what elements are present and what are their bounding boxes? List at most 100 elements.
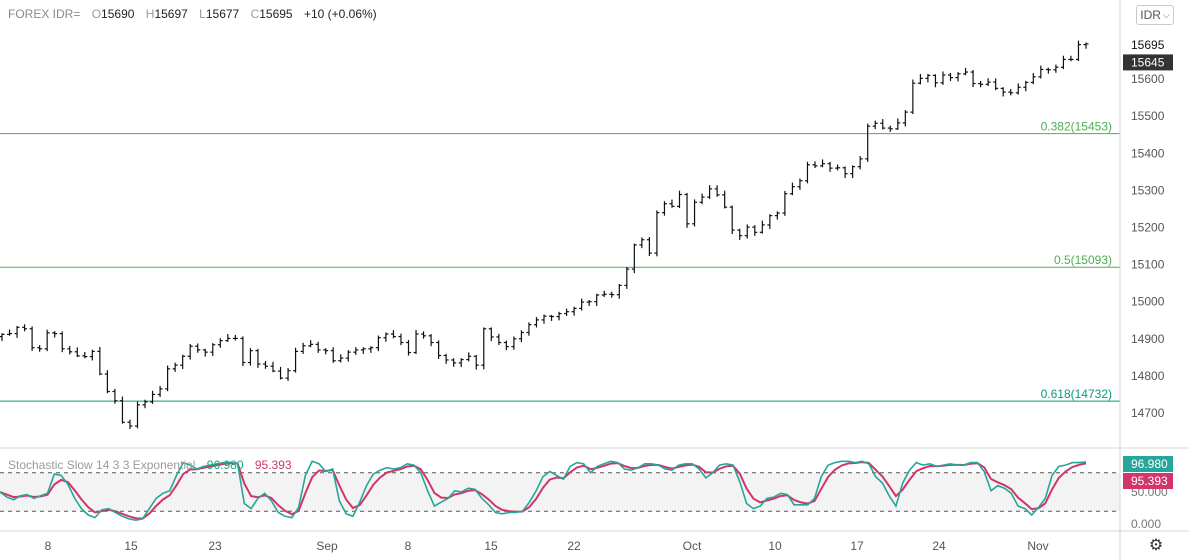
ohlc-bar bbox=[1075, 40, 1081, 61]
ohlc-bar bbox=[293, 347, 299, 373]
ohlc-bar bbox=[835, 164, 841, 171]
ohlc-bar bbox=[744, 224, 750, 239]
ohlc-bar bbox=[526, 322, 532, 336]
ohlc-bar bbox=[827, 161, 833, 172]
ohlc-bar bbox=[564, 308, 570, 317]
ohlc-bar bbox=[677, 190, 682, 209]
ohlc-bar bbox=[300, 342, 306, 354]
ohlc-bar bbox=[549, 314, 555, 321]
ohlc-bar bbox=[22, 324, 28, 332]
ohlc-bar bbox=[699, 193, 705, 205]
ohlc-bar bbox=[865, 123, 871, 162]
ohlc-bar bbox=[473, 355, 479, 370]
ohlc-bar bbox=[804, 161, 810, 184]
ohlc-bar bbox=[255, 348, 261, 368]
ohlc-bar bbox=[390, 330, 396, 339]
ohlc-bar bbox=[586, 299, 592, 306]
ohlc-bar bbox=[541, 314, 547, 324]
high-key: H bbox=[145, 7, 155, 21]
ohlc-bar bbox=[1053, 64, 1059, 73]
ohlc-bar bbox=[752, 225, 758, 236]
ohlc-bar bbox=[1015, 83, 1021, 95]
time-tick-label: Nov bbox=[1027, 539, 1048, 553]
ohlc-bar bbox=[714, 185, 720, 197]
close-value: 15695 bbox=[259, 7, 293, 21]
ohlc-bar bbox=[338, 354, 344, 363]
ohlc-bar bbox=[887, 125, 893, 132]
ohlc-bar bbox=[993, 78, 999, 91]
ohlc-bar bbox=[812, 161, 818, 168]
ohlc-bar bbox=[135, 401, 140, 429]
ohlc-bar bbox=[82, 352, 88, 359]
symbol-label: FOREX IDR= bbox=[8, 7, 81, 21]
ohlc-bar bbox=[285, 368, 291, 382]
time-tick-label: 23 bbox=[208, 539, 222, 553]
ohlc-bar bbox=[503, 340, 509, 351]
ohlc-bar bbox=[37, 345, 43, 352]
ohlc-bar bbox=[902, 110, 908, 127]
price-pane[interactable]: 0.382(15453) 0.5(15093) 0.618(14732) bbox=[0, 40, 1120, 429]
ohlc-bar bbox=[112, 388, 118, 404]
ohlc-bar bbox=[955, 72, 961, 82]
ohlc-bar bbox=[511, 336, 517, 350]
time-tick-label: 8 bbox=[405, 539, 412, 553]
ohlc-bar bbox=[917, 73, 923, 85]
ohlc-bar bbox=[1023, 80, 1029, 92]
ohlc-bar bbox=[872, 120, 878, 130]
ohlc-bar bbox=[180, 354, 186, 370]
gear-icon[interactable]: ⚙ bbox=[1148, 537, 1164, 554]
time-tick-label: 17 bbox=[850, 539, 864, 553]
ohlc-bar bbox=[413, 329, 419, 355]
ohlc-bar bbox=[67, 345, 73, 355]
ohlc-bar bbox=[1030, 73, 1036, 85]
ohlc-bar bbox=[601, 290, 607, 298]
ohlc-bar bbox=[1060, 55, 1066, 70]
price-tick-label: 15000 bbox=[1131, 295, 1165, 309]
ohlc-bar bbox=[684, 192, 690, 228]
open-value: 15690 bbox=[101, 7, 135, 21]
price-tick-label: 15400 bbox=[1131, 146, 1165, 160]
ohlc-bar bbox=[323, 348, 329, 355]
stochastic-d-box bbox=[1123, 473, 1173, 489]
ohlc-bar bbox=[7, 329, 13, 336]
ohlc-bar bbox=[278, 366, 284, 380]
ohlc-bar bbox=[150, 390, 156, 404]
price-marker-label: 15645 bbox=[1131, 55, 1165, 69]
ohlc-bar bbox=[842, 166, 848, 178]
time-tick-label: 10 bbox=[768, 539, 782, 553]
ohlc-bar bbox=[127, 419, 133, 429]
time-tick-label: 22 bbox=[567, 539, 581, 553]
ohlc-bar bbox=[1008, 89, 1014, 96]
price-marker-box bbox=[1123, 54, 1173, 71]
price-tick-label: 15100 bbox=[1131, 258, 1165, 272]
time-tick-label: 8 bbox=[45, 539, 52, 553]
ohlc-bar bbox=[360, 347, 366, 354]
ohlc-bar bbox=[722, 190, 728, 209]
price-tick-label: 14800 bbox=[1131, 369, 1165, 383]
stochastic-pane[interactable] bbox=[0, 460, 1120, 522]
ohlc-bar bbox=[910, 79, 916, 115]
price-tick-label: 15500 bbox=[1131, 109, 1165, 123]
stochastic-band bbox=[0, 472, 1120, 512]
ohlc-bar bbox=[157, 385, 163, 398]
low-key: L bbox=[199, 7, 206, 21]
ohlc-bar bbox=[240, 336, 246, 367]
ohlc-bar bbox=[594, 293, 600, 307]
ohlc-bar bbox=[210, 343, 216, 357]
time-tick-label: Sep bbox=[316, 539, 338, 553]
ohlc-bar bbox=[978, 80, 984, 88]
ohlc-header: FOREX IDR= O15690 H15697 L15677 C15695 +… bbox=[8, 7, 377, 21]
fib-level-label: 0.5(15093) bbox=[1054, 253, 1112, 267]
stochastic-k-box-label: 96.980 bbox=[1131, 457, 1168, 471]
currency-label: IDR bbox=[1140, 8, 1161, 22]
currency-dropdown[interactable]: IDR ⌵ bbox=[1136, 5, 1174, 25]
ohlc-bar bbox=[74, 347, 80, 358]
stochastic-k-value: 96.980 bbox=[206, 458, 244, 472]
ohlc-bar bbox=[97, 346, 103, 376]
ohlc-bar bbox=[345, 350, 351, 362]
ohlc-bar bbox=[1083, 42, 1089, 49]
ohlc-bar bbox=[857, 156, 863, 170]
ohlc-bar bbox=[692, 199, 698, 227]
